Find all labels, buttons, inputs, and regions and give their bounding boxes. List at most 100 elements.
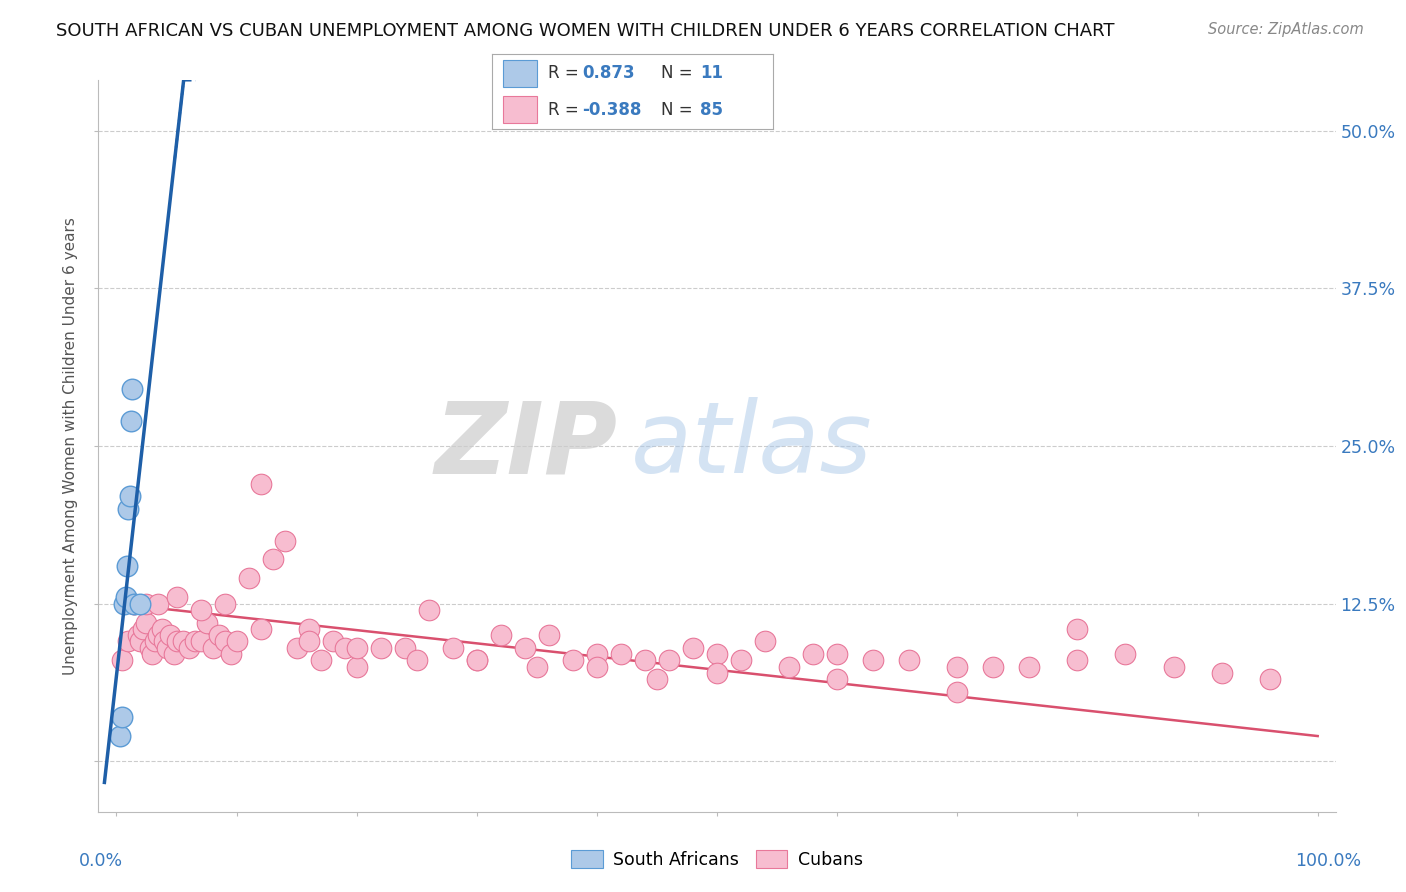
Point [394,640,416,655]
Point [166,591,188,605]
Point [730,653,752,667]
Point [129,597,152,611]
Point [273,533,295,548]
Text: atlas: atlas [630,398,872,494]
Text: 11: 11 [700,64,723,82]
Point [238,571,260,585]
Point [159,628,181,642]
Bar [503,96,537,123]
Point [225,634,247,648]
Point [862,653,884,667]
Point [346,640,368,655]
Point [405,653,427,667]
Legend: South Africans, Cubans: South Africans, Cubans [564,844,870,876]
Point [177,640,200,655]
Point [898,653,921,667]
Text: Source: ZipAtlas.com: Source: ZipAtlas.com [1208,22,1364,37]
Point [801,647,824,661]
Point [153,634,176,648]
Point [1066,653,1088,667]
Point [645,673,668,687]
Point [465,653,488,667]
Point [183,634,205,648]
Point [148,597,170,611]
Point [1163,659,1185,673]
Point [121,382,143,396]
Text: 0.873: 0.873 [582,64,634,82]
Point [139,640,162,655]
Point [127,628,149,642]
Point [249,622,271,636]
Point [129,634,152,648]
Text: 0.0%: 0.0% [79,852,124,870]
Point [117,558,139,573]
Point [298,634,321,648]
Text: ZIP: ZIP [434,398,619,494]
Text: N =: N = [661,101,697,119]
Point [166,634,188,648]
Text: 85: 85 [700,101,723,119]
Point [754,634,776,648]
Point [163,647,186,661]
Point [586,647,609,661]
Point [706,665,728,680]
Y-axis label: Unemployment Among Women with Children Under 6 years: Unemployment Among Women with Children U… [63,217,79,675]
Point [825,673,848,687]
Point [346,659,368,673]
Point [634,653,657,667]
Point [124,597,146,611]
Point [190,603,212,617]
Point [526,659,548,673]
Point [124,597,146,611]
Point [778,659,800,673]
Text: N =: N = [661,64,697,82]
Point [108,729,131,743]
Point [124,597,146,611]
Point [132,622,155,636]
Point [946,685,969,699]
Point [285,640,308,655]
Point [610,647,633,661]
Point [262,552,284,566]
Point [370,640,392,655]
Point [298,622,321,636]
Point [586,659,609,673]
Point [135,615,157,630]
Point [207,628,229,642]
Point [201,640,224,655]
Point [658,653,681,667]
Text: R =: R = [548,101,585,119]
Point [111,653,134,667]
Point [120,414,142,428]
Point [190,634,212,648]
Point [195,615,218,630]
Point [513,640,536,655]
Point [150,622,173,636]
Point [309,653,332,667]
Bar [503,60,537,87]
Point [135,597,157,611]
Point [148,628,170,642]
Text: -0.388: -0.388 [582,101,641,119]
Point [117,502,139,516]
Point [115,591,138,605]
Point [117,634,139,648]
Point [441,640,464,655]
Point [1258,673,1281,687]
Text: 100.0%: 100.0% [1295,852,1362,870]
Point [156,640,179,655]
Point [1114,647,1136,661]
Point [1211,665,1233,680]
Point [249,476,271,491]
Point [112,597,135,611]
Point [946,659,969,673]
Point [219,647,242,661]
Text: SOUTH AFRICAN VS CUBAN UNEMPLOYMENT AMONG WOMEN WITH CHILDREN UNDER 6 YEARS CORR: SOUTH AFRICAN VS CUBAN UNEMPLOYMENT AMON… [56,22,1115,40]
Point [983,659,1005,673]
Point [561,653,583,667]
Point [1066,622,1088,636]
Point [465,653,488,667]
Point [537,628,560,642]
Point [706,647,728,661]
Point [825,647,848,661]
